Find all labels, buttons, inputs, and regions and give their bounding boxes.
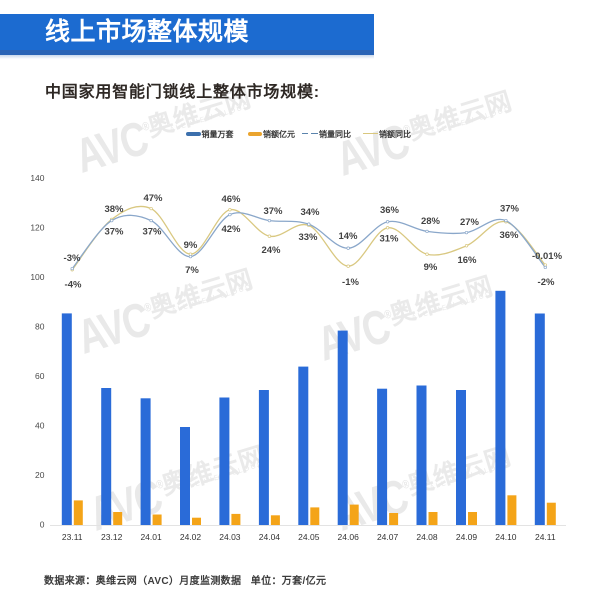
svg-text:120: 120 bbox=[30, 223, 44, 233]
svg-text:-1%: -1% bbox=[342, 277, 359, 288]
svg-text:24.07: 24.07 bbox=[377, 532, 399, 542]
svg-text:46%: 46% bbox=[221, 194, 241, 205]
svg-text:-4%: -4% bbox=[65, 280, 82, 291]
svg-text:24.06: 24.06 bbox=[338, 532, 360, 542]
svg-text:24.10: 24.10 bbox=[495, 532, 517, 542]
svg-text:7%: 7% bbox=[185, 265, 199, 276]
svg-text:27%: 27% bbox=[460, 217, 480, 228]
svg-text:33%: 33% bbox=[298, 232, 318, 243]
svg-text:9%: 9% bbox=[424, 262, 438, 273]
svg-text:24.02: 24.02 bbox=[180, 532, 202, 542]
svg-text:23.11: 23.11 bbox=[62, 532, 83, 542]
svg-text:100: 100 bbox=[30, 272, 44, 282]
svg-text:38%: 38% bbox=[104, 204, 124, 215]
svg-text:140: 140 bbox=[30, 173, 44, 183]
svg-text:-0.01%: -0.01% bbox=[532, 251, 563, 262]
svg-text:24.05: 24.05 bbox=[298, 532, 320, 542]
svg-text:20: 20 bbox=[35, 470, 45, 480]
svg-text:31%: 31% bbox=[379, 234, 399, 245]
svg-text:-2%: -2% bbox=[538, 277, 555, 288]
svg-text:24.09: 24.09 bbox=[456, 532, 478, 542]
svg-text:24.11: 24.11 bbox=[535, 532, 556, 542]
svg-text:24.01: 24.01 bbox=[140, 532, 162, 542]
svg-text:37%: 37% bbox=[104, 227, 124, 238]
svg-text:37%: 37% bbox=[500, 204, 520, 215]
svg-text:47%: 47% bbox=[143, 193, 163, 204]
svg-text:24.08: 24.08 bbox=[416, 532, 438, 542]
svg-text:37%: 37% bbox=[142, 227, 162, 238]
svg-text:24.03: 24.03 bbox=[219, 532, 241, 542]
svg-text:24.04: 24.04 bbox=[259, 532, 281, 542]
svg-text:36%: 36% bbox=[499, 230, 519, 241]
svg-text:14%: 14% bbox=[338, 231, 358, 242]
svg-text:9%: 9% bbox=[184, 240, 198, 251]
svg-text:36%: 36% bbox=[380, 205, 400, 216]
svg-text:40: 40 bbox=[35, 421, 45, 431]
svg-text:0: 0 bbox=[40, 519, 45, 529]
svg-text:-3%: -3% bbox=[64, 253, 81, 264]
svg-text:28%: 28% bbox=[421, 216, 441, 227]
svg-text:23.12: 23.12 bbox=[101, 532, 123, 542]
svg-text:80: 80 bbox=[35, 322, 45, 332]
svg-text:16%: 16% bbox=[457, 255, 477, 266]
svg-text:24%: 24% bbox=[261, 245, 281, 256]
svg-text:42%: 42% bbox=[221, 224, 241, 235]
svg-text:37%: 37% bbox=[263, 206, 283, 217]
svg-text:60: 60 bbox=[35, 371, 45, 381]
svg-text:34%: 34% bbox=[300, 207, 320, 218]
